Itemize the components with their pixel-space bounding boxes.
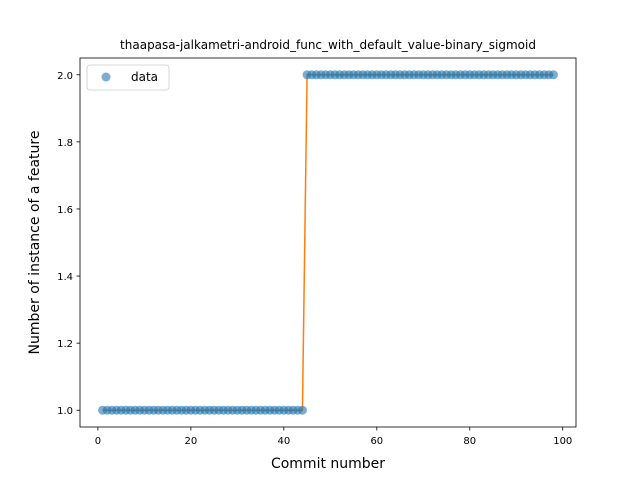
legend: data [86, 64, 170, 91]
legend-label-data: data [131, 70, 158, 84]
y-tick-label: 2.0 [57, 71, 73, 82]
x-axis-title: Commit number [271, 456, 385, 472]
x-tick-label: 20 [185, 436, 198, 447]
y-tick-label: 1.2 [57, 339, 73, 350]
legend-marker-data [101, 72, 111, 82]
y-tick-label: 1.6 [57, 205, 73, 216]
y-tick-label: 1.4 [57, 272, 73, 283]
axes-frame [79, 57, 577, 428]
data-point [548, 70, 558, 80]
y-tick-label: 1.8 [57, 138, 73, 149]
x-tick-label: 0 [95, 436, 101, 447]
x-tick-label: 60 [370, 436, 383, 447]
data-point [297, 405, 307, 415]
chart-title: thaapasa-jalkametri-android_func_with_de… [120, 38, 536, 52]
axis-ticks: 0 20 40 60 80 100 1.0 1.2 1.4 1.6 1.8 2.0 [57, 71, 572, 447]
y-tick-label: 1.0 [57, 406, 73, 417]
x-tick-label: 80 [463, 436, 476, 447]
y-axis-title: Number of instance of a feature [27, 131, 43, 355]
plot-area [98, 70, 558, 415]
x-tick-label: 40 [277, 436, 290, 447]
x-tick-label: 100 [553, 436, 572, 447]
legend-box [86, 64, 170, 91]
